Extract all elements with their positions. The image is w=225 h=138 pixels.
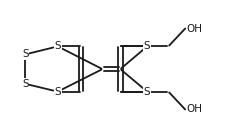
Text: S: S [144, 41, 151, 51]
Text: S: S [22, 79, 29, 89]
Text: OH: OH [186, 104, 202, 114]
Text: S: S [144, 87, 151, 97]
Text: OH: OH [186, 24, 202, 34]
Text: S: S [54, 41, 61, 51]
Text: S: S [22, 49, 29, 59]
Text: S: S [54, 87, 61, 97]
